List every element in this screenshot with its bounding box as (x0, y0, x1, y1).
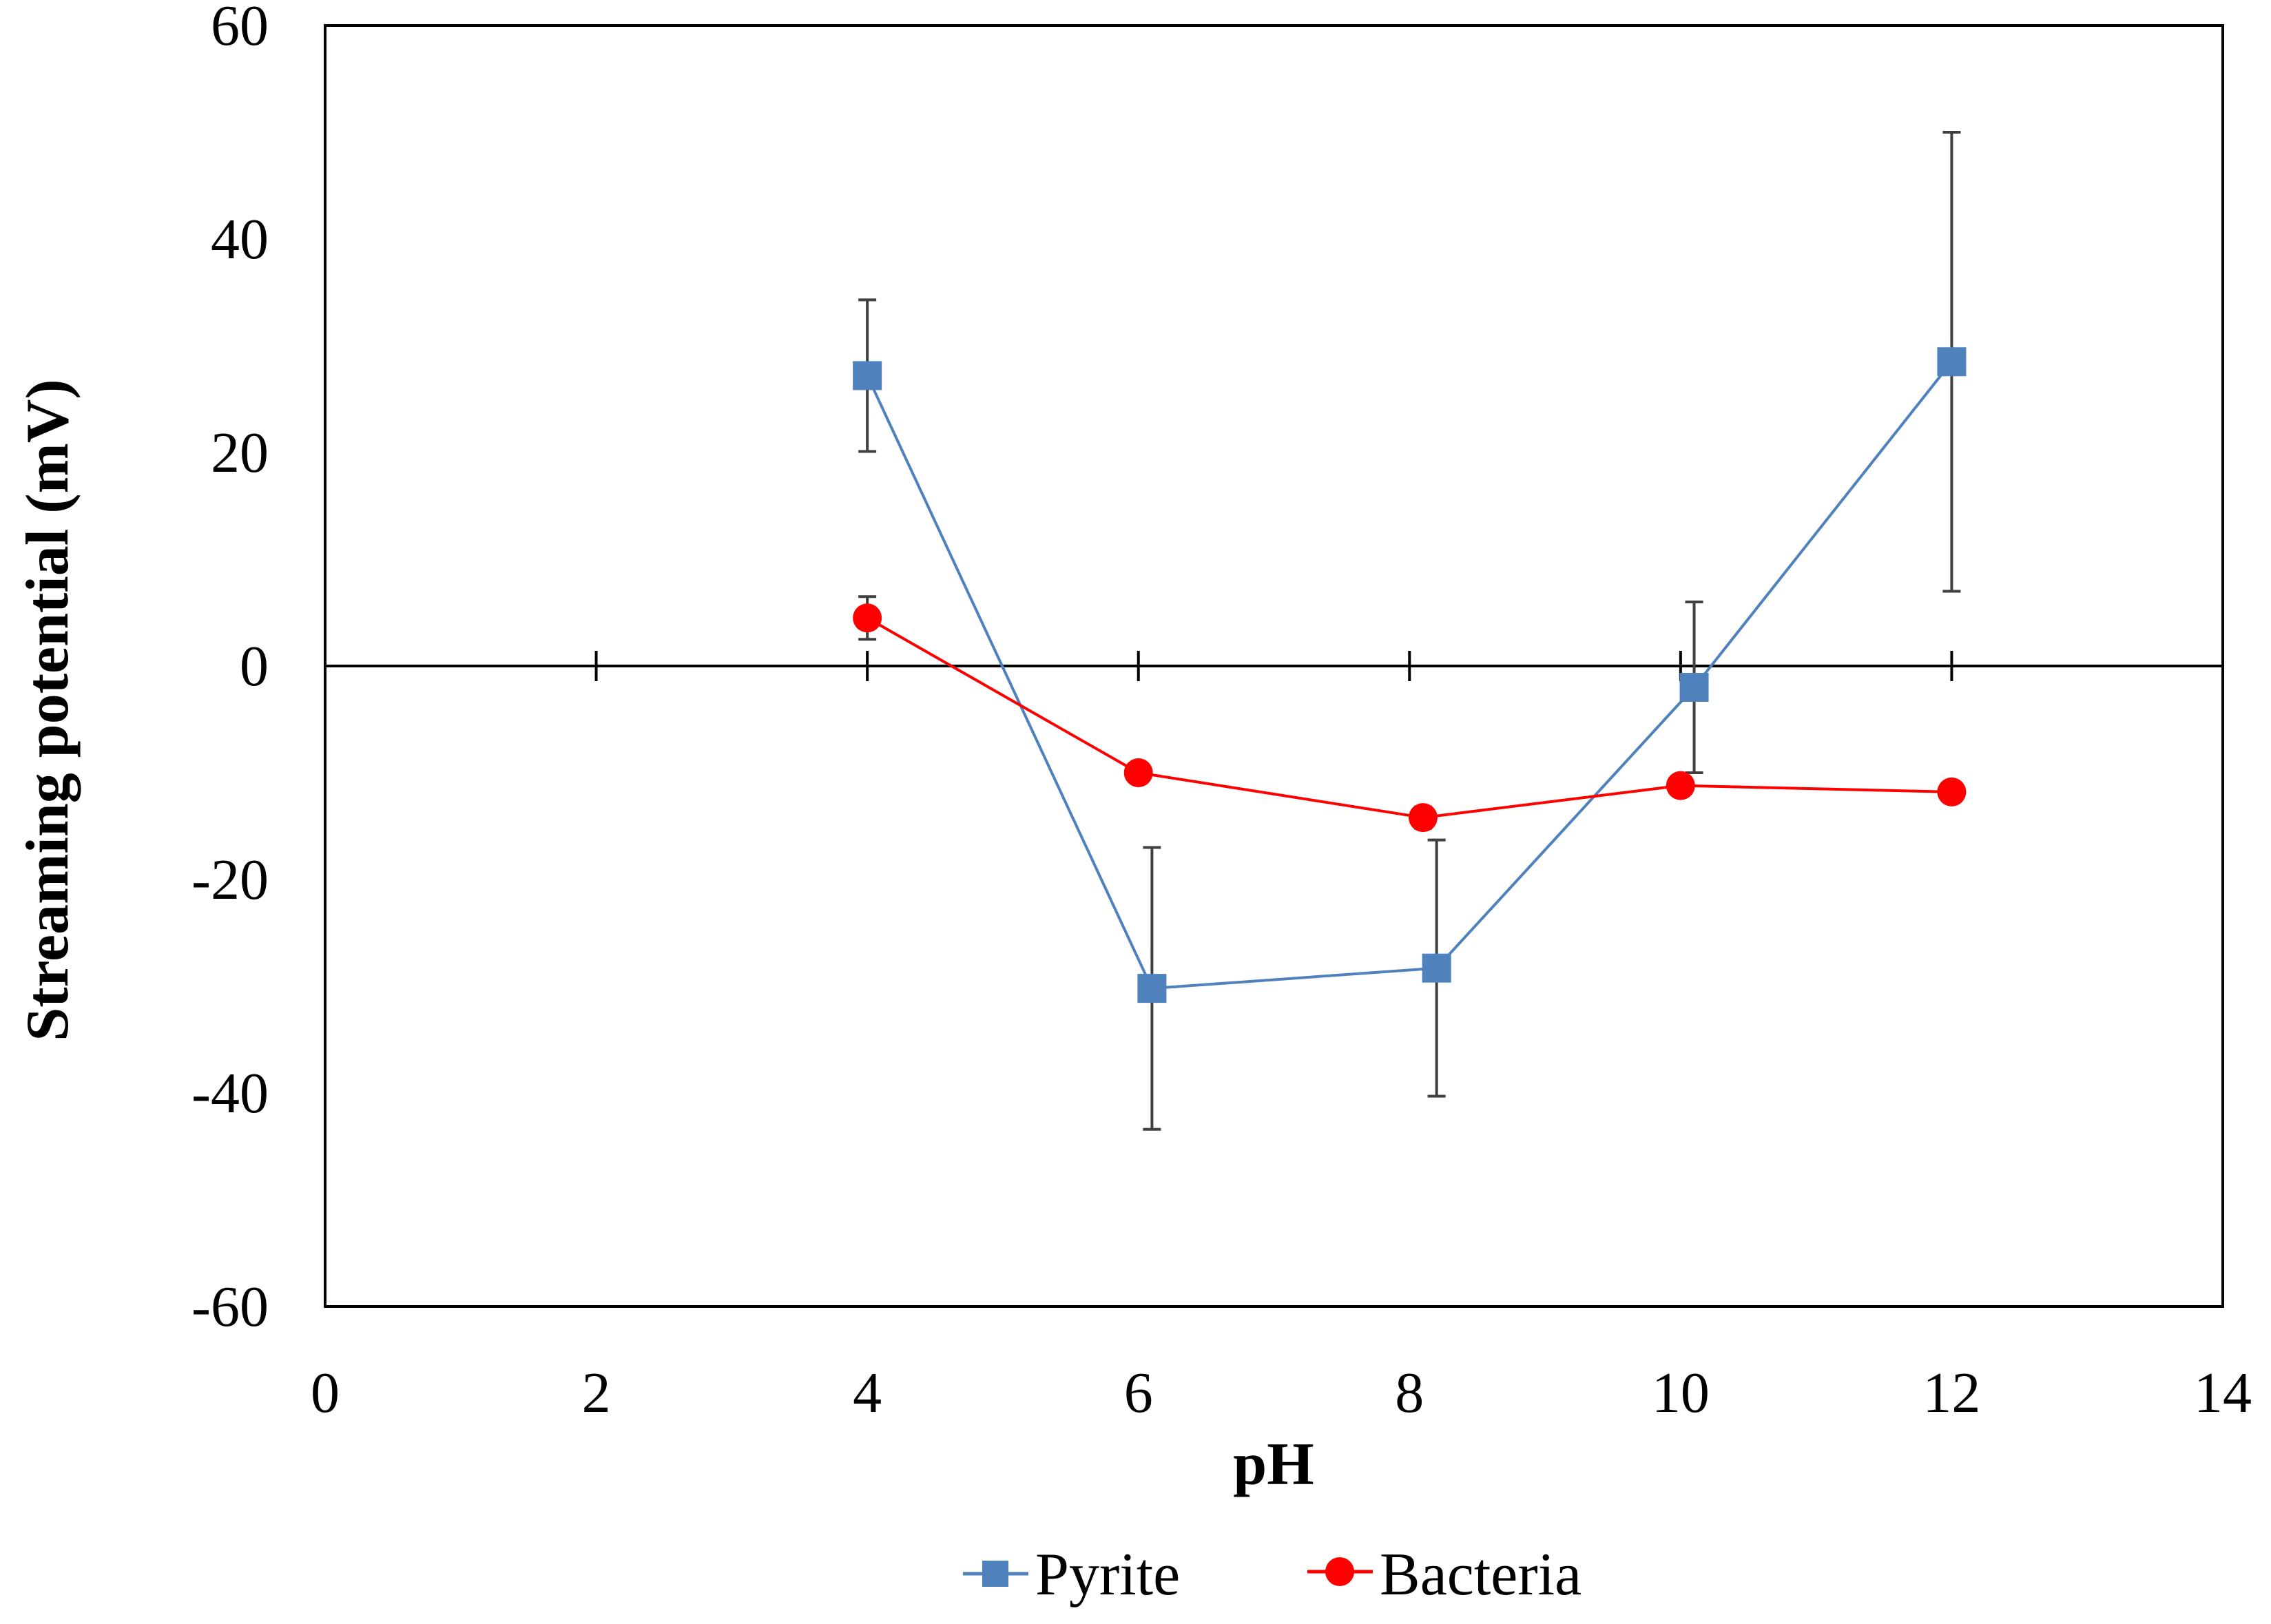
x-tick-label-2: 2 (582, 1361, 611, 1425)
bacteria-point (1937, 777, 1967, 806)
x-tick-label-10: 10 (1652, 1361, 1710, 1425)
legend-pyrite-marker (982, 1561, 1008, 1587)
y-tick-label--20: -20 (191, 848, 269, 912)
legend: Pyrite Bacteria (963, 1541, 1582, 1608)
x-tick-label-12: 12 (1922, 1361, 1980, 1425)
pyrite-point (1937, 347, 1967, 377)
pyrite-point (1679, 673, 1709, 702)
x-tick-labels: 0 2 4 6 8 10 12 14 (311, 1361, 2252, 1425)
series-layer (853, 131, 1967, 1131)
bacteria-line (867, 616, 1952, 820)
bacteria-point (1123, 758, 1153, 787)
y-tick-label--60: -60 (191, 1275, 269, 1339)
y-tick-label-20: 20 (211, 421, 269, 485)
legend-bacteria-label: Bacteria (1380, 1541, 1582, 1608)
x-tick-label-6: 6 (1124, 1361, 1153, 1425)
legend-pyrite-label: Pyrite (1035, 1541, 1180, 1608)
legend-bacteria-marker (1325, 1557, 1354, 1586)
x-tick-label-0: 0 (311, 1361, 340, 1425)
pyrite-point (1422, 953, 1451, 983)
pyrite-point (853, 361, 882, 391)
x-tick-label-8: 8 (1395, 1361, 1424, 1425)
y-tick-labels: -60 -40 -20 0 20 40 60 (191, 0, 269, 1339)
x-axis-title: pH (1233, 1431, 1314, 1498)
bacteria-point (853, 603, 882, 633)
bacteria-point (1408, 803, 1438, 833)
series-bacteria (853, 595, 1967, 833)
zero-axis (325, 651, 2223, 681)
y-tick-label-0: 0 (240, 634, 269, 698)
series-pyrite (853, 131, 1967, 1131)
y-axis-title: Streaming potential (mV) (14, 379, 81, 1041)
x-tick-label-14: 14 (2194, 1361, 2252, 1425)
x-tick-label-4: 4 (853, 1361, 882, 1425)
bacteria-point (1666, 771, 1695, 800)
y-tick-label-60: 60 (211, 0, 269, 58)
y-tick-label-40: 40 (211, 207, 269, 271)
pyrite-point (1137, 974, 1167, 1003)
y-tick-label--40: -40 (191, 1061, 269, 1125)
